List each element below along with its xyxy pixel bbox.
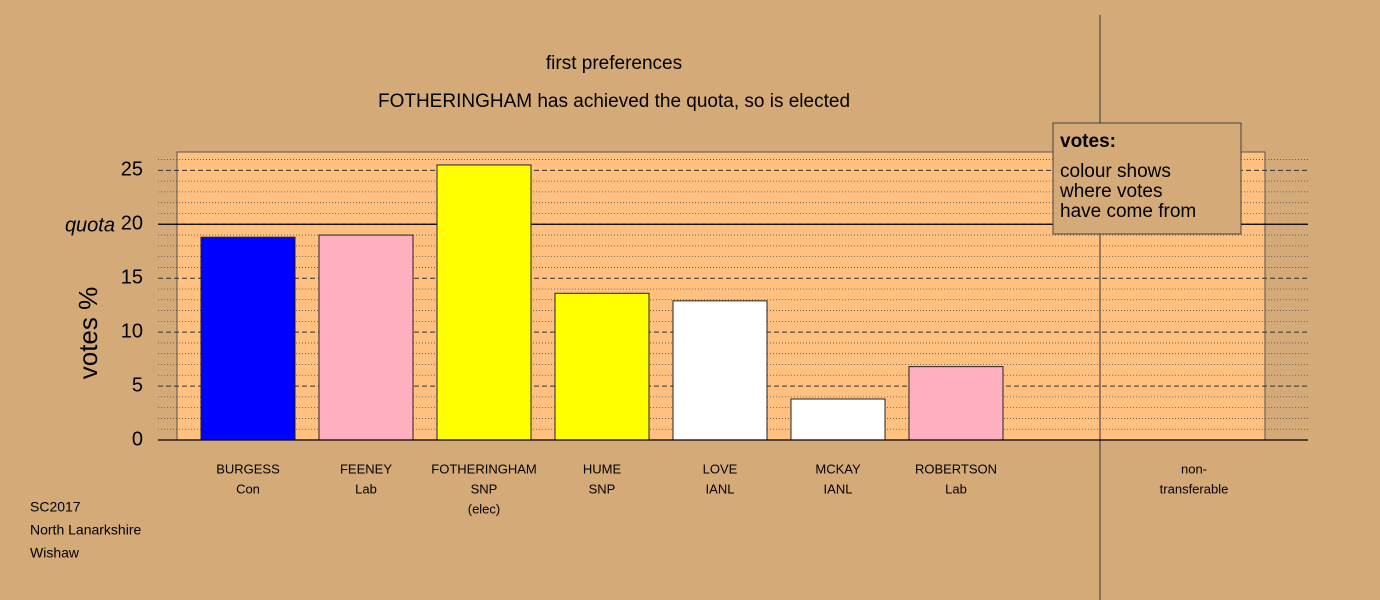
x-tick-label: non- (1181, 461, 1207, 476)
x-tick-label: IANL (824, 481, 853, 496)
x-tick-label: SNP (589, 481, 616, 496)
x-tick-label: transferable (1160, 481, 1229, 496)
footer: SC2017 (30, 499, 81, 515)
x-tick-label: ROBERTSON (915, 461, 997, 476)
x-tick-label: FEENEY (340, 461, 392, 476)
footer: Wishaw (30, 545, 80, 561)
y-tick-label: 0 (132, 428, 143, 450)
x-tick-label: Lab (355, 481, 377, 496)
y-tick-label: 5 (132, 374, 143, 396)
legend-text: have come from (1060, 201, 1196, 222)
y-axis-label: votes % (73, 287, 103, 380)
bar (318, 234, 414, 441)
x-tick-label: MCKAY (815, 461, 861, 476)
bar (908, 366, 1004, 441)
y-tick-label: 25 (121, 159, 143, 181)
bar (790, 398, 886, 441)
bar (200, 236, 296, 441)
x-tick-label: SNP (471, 481, 498, 496)
chart-subtitle: FOTHERINGHAM has achieved the quota, so … (378, 91, 850, 112)
y-tick-label: 20 (121, 213, 143, 235)
x-tick-label: BURGESS (216, 461, 280, 476)
legend (1052, 122, 1242, 235)
legend-text: where votes (1059, 181, 1162, 202)
x-tick-label: HUME (583, 461, 622, 476)
x-tick-label: IANL (706, 481, 735, 496)
x-tick-label: LOVE (703, 461, 738, 476)
quota-label: quota (65, 215, 115, 237)
x-tick-label: (elec) (468, 501, 501, 516)
x-tick-label: Lab (945, 481, 967, 496)
chart-title: first preferences (546, 53, 682, 74)
x-tick-label: Con (236, 481, 260, 496)
bar (672, 300, 768, 441)
footer: North Lanarkshire (30, 522, 141, 538)
bar (554, 292, 650, 441)
y-tick-label: 15 (121, 266, 143, 288)
y-tick-label: 10 (121, 320, 143, 342)
bar (436, 164, 532, 441)
legend-title: votes: (1060, 131, 1116, 152)
x-tick-label: FOTHERINGHAM (431, 461, 536, 476)
legend-text: colour shows (1060, 161, 1171, 182)
